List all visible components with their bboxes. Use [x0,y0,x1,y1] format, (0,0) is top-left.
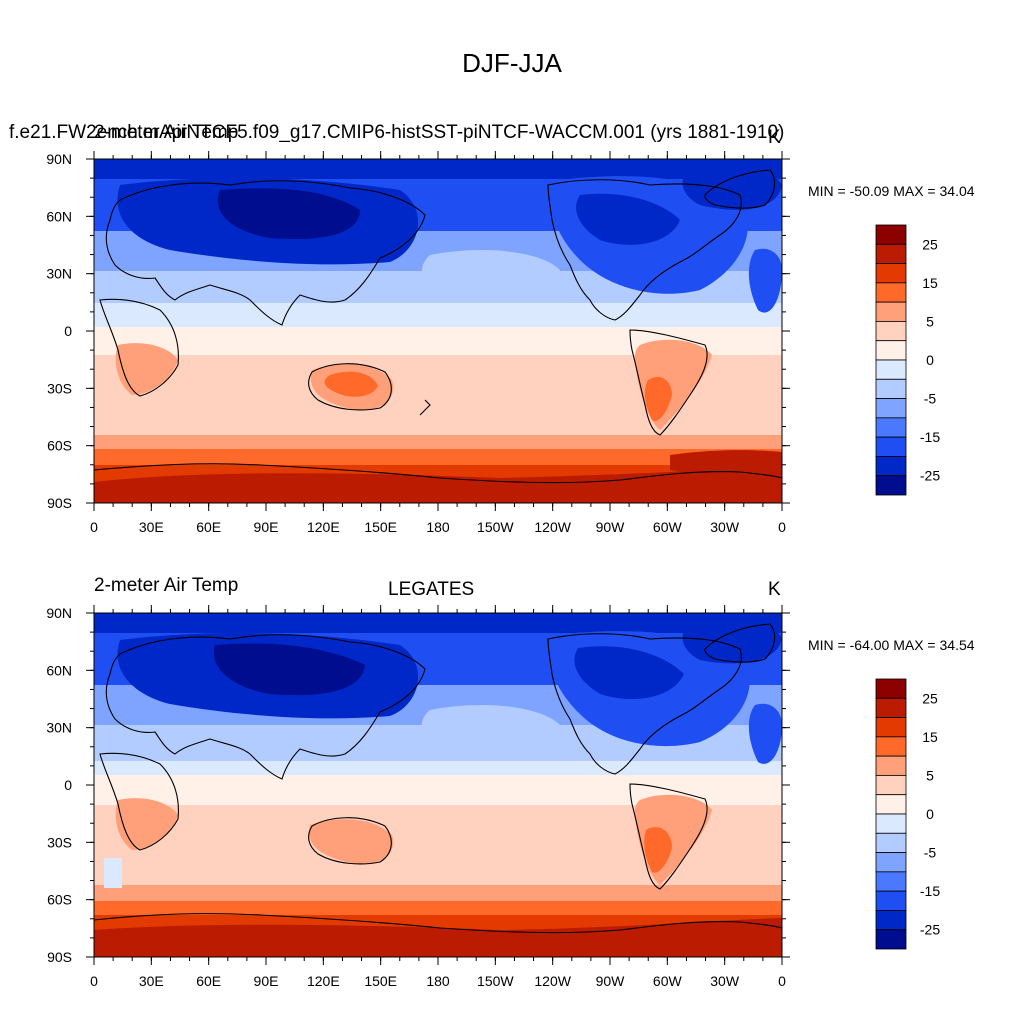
panel1-colorbar: 25 15 5 0 -5 -15 -25 [875,224,940,496]
panel2-colorbar-swatch [875,910,907,931]
panel1-colorbar-label: -5 [924,391,937,407]
panel1-lat-tick-label: 0 [64,323,72,339]
panel2-left-title: 2-meter Air Temp [94,575,239,596]
panel2-lat-tick-label: 90N [46,605,72,621]
panel1-units: K [768,127,781,148]
panel2-lon-tick-label: 120E [307,973,340,989]
panel2-lon-tick-label: 150W [477,973,514,989]
panel1-colorbar-label: 0 [926,352,934,368]
panel2-colorbar-swatch [875,929,907,950]
panel2-lon-tick-label: 150E [364,973,397,989]
panel2-lon-tick-label: 60W [653,973,683,989]
panel2-colorbar-swatch [875,717,907,738]
panel2-ticks: 0 30E 60E 90E 120E 150E 180 150W 120W 90W 60W 30W 0 9… [46,605,790,989]
panel1-colorbar-label: 15 [922,275,938,291]
panel1-stats: MIN = -50.09 MAX = 34.04 [808,183,975,199]
panel2-colorbar-label: 0 [926,806,934,822]
panel2-colorbar-swatch [875,697,907,718]
panel1-lat-tick-label: 30S [47,380,72,396]
panel1-lon-tick-label: 60W [653,519,683,535]
panel1-lat-tick-label: 90N [46,151,72,167]
panel2-colorbar: 25 15 5 0 -5 -15 -25 [875,678,940,950]
panel2-colorbar-swatch [875,775,907,796]
panel2-colorbar-swatch [875,852,907,873]
panel2-lon-tick-label: 60E [196,973,221,989]
panel2-center-title: LEGATES [388,579,475,600]
panel1-lon-tick-label: 90E [254,519,279,535]
panel2-lat-tick-label: 0 [64,777,72,793]
panel1-lon-tick-label: 90W [596,519,626,535]
panel1-colorbar-label: -25 [920,468,940,484]
panel2-lat-tick-label: 60S [47,892,72,908]
panel2-colorbar-label: 25 [922,690,938,706]
panel2-colorbar-swatch [875,832,907,853]
panel1-ticks: 0 30E 60E 90E 120E 150E 180 150W 120W 90W 60W 30W 0 9… [46,151,790,535]
panel2-stats: MIN = -64.00 MAX = 34.54 [808,637,975,653]
panel2-colorbar-swatch [875,678,907,699]
panel2-lat-tick-label: 30S [47,834,72,850]
panel2-lon-tick-label: 30E [139,973,164,989]
panel2-lon-tick-label: 90E [254,973,279,989]
panel1-colorbar-label: -15 [920,429,940,445]
panel1-lat-tick-label: 30N [46,266,72,282]
panel1-colorbar-label: 25 [922,236,938,252]
panel2-colorbar-label: -15 [920,883,940,899]
panel1-lat-tick-label: 60N [46,208,72,224]
panel1-left-title: f.e21.FW2ench.mApiNTCF5.f09_g17.CMIP6-hi… [9,122,785,143]
panel2-colorbar-swatch [875,736,907,757]
panel2-lon-tick-label: 180 [426,973,450,989]
figure-title: DJF-JJA [462,48,562,78]
panel1-lon-tick-label: 180 [426,519,450,535]
panel2-colorbar-swatch [875,794,907,815]
panel2-lon-tick-label: 0 [778,973,786,989]
panel1-lon-tick-label: 120E [307,519,340,535]
panel2-units: K [768,579,781,600]
panel2-lat-tick-label: 90S [47,949,72,965]
panel1-lat-tick-label: 60S [47,438,72,454]
panel2-lon-tick-label: 30W [710,973,740,989]
panel1-lon-tick-label: 150E [364,519,397,535]
panel1-colorbar-swatch [875,475,907,496]
panel2-lon-tick-label: 120W [534,973,571,989]
panel2-colorbar-swatch [875,813,907,834]
panel1-lon-tick-label: 60E [196,519,221,535]
panel2-colorbar-label: -5 [924,845,937,861]
panel2-colorbar-label: 5 [926,767,934,783]
panel2-lon-tick-label: 90W [596,973,626,989]
panel2-lat-tick-label: 30N [46,720,72,736]
panel1-lon-tick-label: 0 [90,519,98,535]
panel1-lon-tick-label: 150W [477,519,514,535]
panel1-colorbar-label: 5 [926,313,934,329]
panel2-colorbar-label: -25 [920,922,940,938]
panel1-lon-tick-label: 30W [710,519,740,535]
panel2-colorbar-label: 15 [922,729,938,745]
panel1-left-title-overlay: 2-meter Air Temp [94,122,239,143]
panel2-colorbar-swatch [875,755,907,776]
panel1-lon-tick-label: 0 [778,519,786,535]
panel2-colorbar-swatch [875,871,907,892]
panel2-lon-tick-label: 0 [90,973,98,989]
panel1-lat-tick-label: 90S [47,495,72,511]
panel1-lon-tick-label: 120W [534,519,571,535]
panel2-colorbar-swatch [875,890,907,911]
panel1-lon-tick-label: 30E [139,519,164,535]
panel2-lat-tick-label: 60N [46,662,72,678]
